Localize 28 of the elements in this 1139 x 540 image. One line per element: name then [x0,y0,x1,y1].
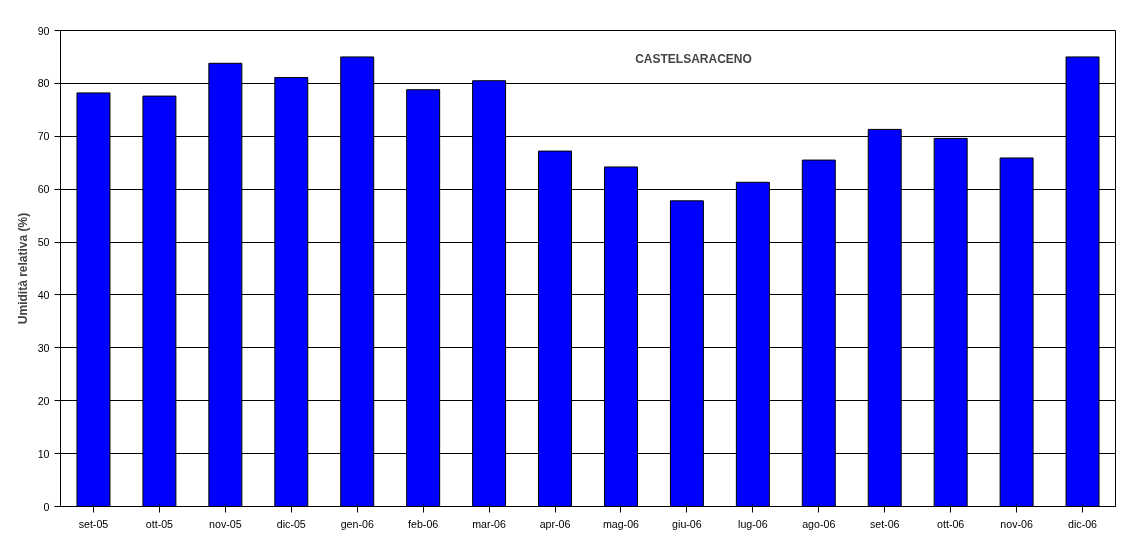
x-tick-label: ott-05 [145,517,174,530]
x-tick-label: set-06 [869,517,900,530]
y-tick-label: 10 [37,447,50,460]
y-tick-label: 90 [37,24,50,37]
y-tick-label: 0 [43,500,50,513]
y-tick-label: 30 [37,341,50,354]
text: CASTELSARACENO [635,52,752,67]
x-tick-label: mag-06 [602,517,640,530]
x-tick-label: feb-06 [408,517,439,530]
y-tick-label: 50 [37,236,50,249]
y-tick-label: 80 [37,77,50,90]
y-axis-title: Umidità relativa (%) [15,212,30,325]
y-tick-label: 60 [37,183,50,196]
x-tick-label: ott-06 [937,517,965,530]
y-tick-label: 20 [37,394,50,407]
x-tick-label: lug-06 [738,517,768,530]
x-tick-label: set-05 [78,517,109,530]
y-tick-label: 70 [37,130,50,143]
x-tick-label: giu-06 [672,517,702,530]
x-tick-label: dic-06 [1068,517,1098,530]
x-tick-label: apr-06 [539,517,571,530]
y-tick-label: 40 [37,288,50,301]
x-tick-label: nov-06 [1000,517,1033,530]
x-tick-label: gen-06 [340,517,374,530]
x-tick-label: nov-05 [209,517,242,530]
x-tick-label: ago-06 [802,517,836,530]
x-tick-label: mar-06 [472,517,507,530]
x-tick-label: dic-05 [276,517,306,530]
